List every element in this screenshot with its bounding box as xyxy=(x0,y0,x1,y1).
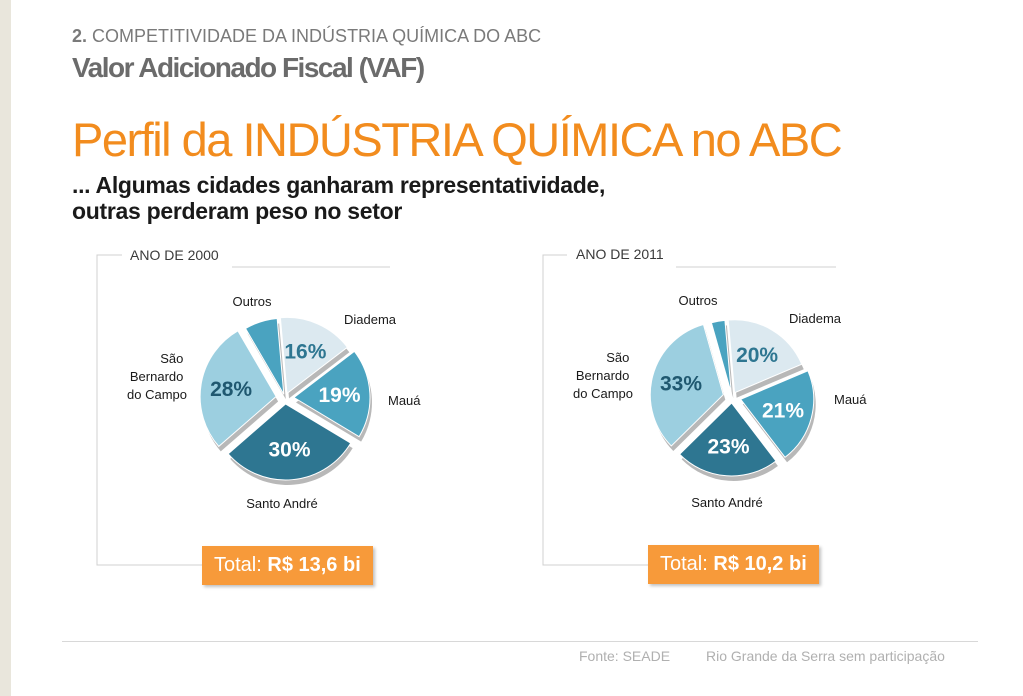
slice-label-diadema-2000: Diadema xyxy=(344,312,397,327)
section-number: 2. xyxy=(72,26,88,46)
subtitle-line-1: ... Algumas cidades ganharam representat… xyxy=(72,172,606,198)
slice-label-santo-andre-2000: Santo André xyxy=(246,496,318,511)
page-title: Perfil da INDÚSTRIA QUÍMICA no ABC xyxy=(72,113,843,166)
total-value-2011: R$ 10,2 bi xyxy=(713,553,807,575)
pie-slice-sao-bernardo-2011 xyxy=(649,323,724,447)
slice-label-maua-2000: Mauá xyxy=(388,393,421,408)
chart-title-2000: ANO DE 2000 xyxy=(130,247,219,263)
total-badge-2000: Total: R$ 13,6 bi xyxy=(202,546,373,585)
pie-2000: 16% 19% 30% 28% xyxy=(199,316,372,485)
pct-label-sao-bernardo-2011: 33% xyxy=(660,373,702,396)
section-title: COMPETITIVIDADE DA INDÚSTRIA QUÍMICA DO … xyxy=(92,26,542,46)
pct-label-santo-andre-2011: 23% xyxy=(707,436,749,459)
pie-slice-diadema-2000 xyxy=(279,316,349,395)
pie-slice-outros-2011 xyxy=(710,319,732,394)
footer-source: Fonte: SEADE xyxy=(579,648,671,664)
slice-label-santo-andre-2011: Santo André xyxy=(691,495,763,510)
pct-label-maua-2000: 19% xyxy=(318,384,360,407)
total-label-2000: Total: xyxy=(214,554,262,576)
pct-label-diadema-2011: 20% xyxy=(736,344,778,367)
slice-label-outros-2000: Outros xyxy=(232,294,272,309)
pie-charts: ANO DE 2000 ANO DE 2011 16% 19% 30% 28% 20%… xyxy=(96,246,867,566)
pie-slice-outros-2000 xyxy=(244,317,285,395)
pie-2011: 20% 21% 23% 33% xyxy=(649,319,816,481)
page-subtitle: ... Algumas cidades ganharam representat… xyxy=(72,172,605,224)
slice-label-sao-bernardo-2000: São Bernardo do Campo xyxy=(127,351,187,402)
slice-label-sao-bernardo-2011: São Bernardo do Campo xyxy=(573,350,633,401)
section-subtitle: Valor Adicionado Fiscal (VAF) xyxy=(72,52,425,83)
total-label-2011: Total: xyxy=(660,553,708,575)
chart-title-2011: ANO DE 2011 xyxy=(576,246,664,262)
pie-slice-sao-bernardo-2000 xyxy=(199,330,277,448)
pct-label-santo-andre-2000: 30% xyxy=(268,438,310,461)
pct-label-sao-bernardo-2000: 28% xyxy=(210,378,252,401)
slice-label-outros-2011: Outros xyxy=(678,293,718,308)
slice-label-maua-2011: Mauá xyxy=(834,392,867,407)
chart-frame-2011 xyxy=(542,254,836,566)
pie-slice-santo-andre-2000 xyxy=(227,403,352,481)
pie-slice-diadema-2011 xyxy=(727,319,803,394)
left-decorative-strip xyxy=(0,0,11,696)
pie-slice-maua-2011 xyxy=(739,370,815,458)
subtitle-line-2: outras perderam peso no setor xyxy=(72,198,403,224)
slice-label-diadema-2011: Diadema xyxy=(789,311,842,326)
total-badge-2011: Total: R$ 10,2 bi xyxy=(648,545,819,584)
section-heading: 2. COMPETITIVIDADE DA INDÚSTRIA QUÍMICA … xyxy=(72,26,541,47)
pie-slice-santo-andre-2011 xyxy=(678,402,777,477)
total-value-2000: R$ 13,6 bi xyxy=(267,554,361,576)
footer-divider xyxy=(62,641,978,642)
chart-frame-2000 xyxy=(96,254,390,566)
pct-label-maua-2011: 21% xyxy=(762,400,804,423)
pie-slice-maua-2000 xyxy=(293,350,371,438)
footer-note: Rio Grande da Serra sem participação xyxy=(706,648,945,664)
pct-label-diadema-2000: 16% xyxy=(284,341,326,364)
